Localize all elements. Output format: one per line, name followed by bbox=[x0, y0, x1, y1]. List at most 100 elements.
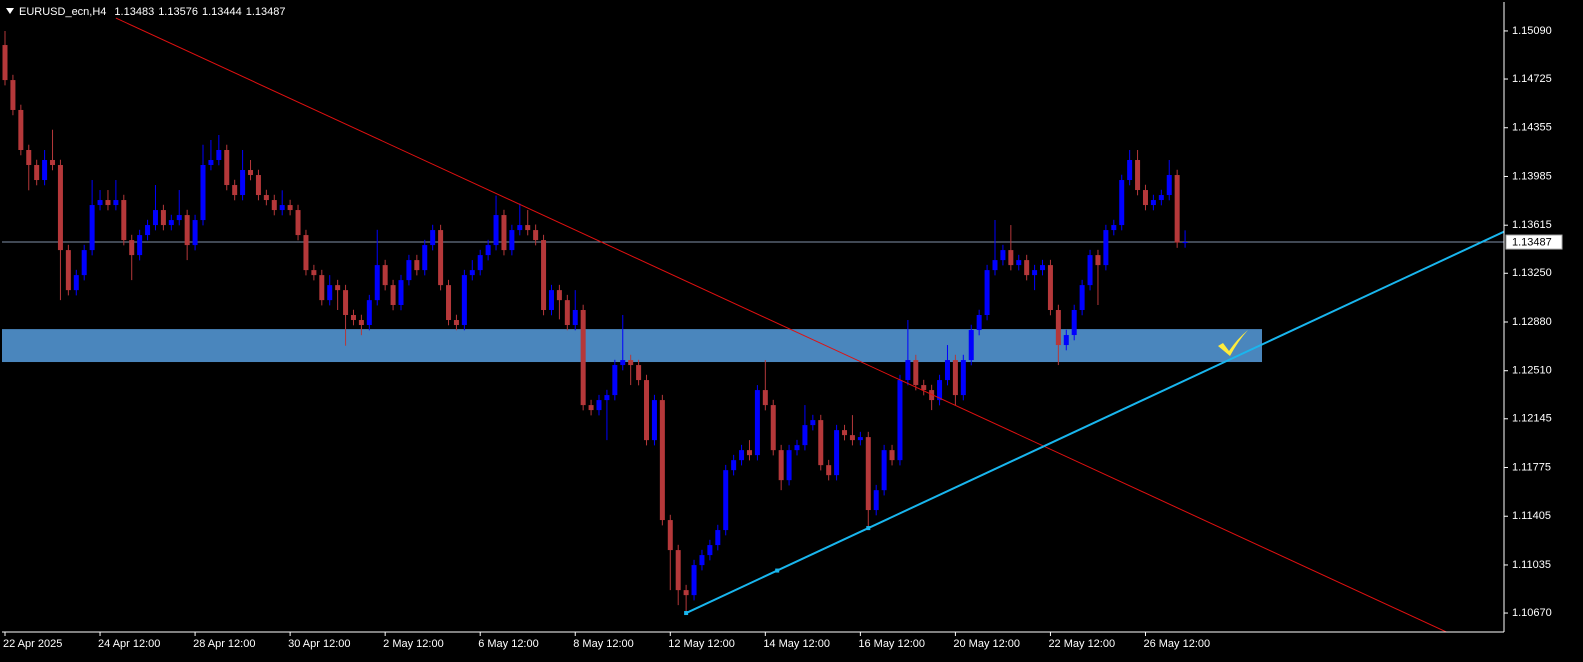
y-tick-label: 1.12145 bbox=[1512, 413, 1552, 425]
candle-body bbox=[849, 435, 855, 441]
candle-body bbox=[50, 160, 56, 166]
candle-body bbox=[1174, 175, 1180, 243]
x-tick-label: 16 May 12:00 bbox=[858, 638, 925, 650]
candle-body bbox=[572, 310, 578, 326]
candle-body bbox=[469, 270, 475, 276]
candle-body bbox=[73, 275, 79, 291]
candle-body bbox=[604, 395, 610, 401]
y-tick-label: 1.11405 bbox=[1512, 510, 1551, 522]
candle-body bbox=[438, 230, 444, 286]
candle-body bbox=[834, 430, 840, 476]
candle-body bbox=[1040, 265, 1046, 271]
candle-body bbox=[541, 240, 547, 311]
candle-body bbox=[1095, 255, 1101, 266]
candle-body bbox=[42, 160, 48, 181]
trendline-anchor bbox=[866, 526, 871, 531]
candle-body bbox=[2, 45, 8, 81]
candle-body bbox=[1142, 190, 1148, 206]
candle-body bbox=[97, 200, 103, 206]
candle-body bbox=[1047, 265, 1053, 311]
y-tick-label: 1.13985 bbox=[1512, 170, 1552, 182]
candle-body bbox=[1150, 200, 1156, 206]
trendline bbox=[685, 230, 1504, 614]
candle-body bbox=[881, 450, 887, 491]
x-tick-label: 8 May 12:00 bbox=[573, 638, 634, 650]
x-tick-label: 20 May 12:00 bbox=[953, 638, 1020, 650]
candle-body bbox=[311, 270, 317, 276]
candle-body bbox=[390, 285, 396, 306]
candle-body bbox=[57, 165, 63, 251]
candle-body bbox=[865, 437, 871, 511]
candle-body bbox=[335, 285, 341, 291]
y-tick-label: 1.13615 bbox=[1512, 219, 1552, 231]
candle-body bbox=[224, 149, 230, 186]
candle-body bbox=[929, 390, 935, 401]
close-value: 1.13487 bbox=[246, 6, 286, 18]
candle-body bbox=[802, 425, 808, 446]
current-price-label: 1.13487 bbox=[1512, 236, 1552, 248]
y-tick-label: 1.13250 bbox=[1512, 267, 1552, 279]
candle-body bbox=[255, 175, 261, 196]
y-tick-label: 1.12510 bbox=[1512, 365, 1552, 377]
candle-body bbox=[667, 520, 673, 551]
candle-body bbox=[81, 250, 87, 276]
candle-body bbox=[794, 445, 800, 451]
candle-body bbox=[240, 170, 246, 196]
candle-body bbox=[176, 215, 182, 221]
candle-body bbox=[398, 280, 404, 306]
candle-body bbox=[960, 360, 966, 396]
candle-body bbox=[1024, 260, 1030, 276]
candle-body bbox=[525, 225, 531, 231]
candle-body bbox=[857, 437, 863, 441]
candle-body bbox=[430, 230, 436, 246]
candle-body bbox=[976, 315, 982, 331]
x-tick-label: 22 Apr 2025 bbox=[3, 638, 62, 650]
candle-body bbox=[208, 160, 214, 166]
candle-body bbox=[556, 290, 562, 301]
candle-body bbox=[770, 405, 776, 451]
candle-body bbox=[295, 210, 301, 236]
candle-body bbox=[232, 185, 238, 196]
plot-area bbox=[2, 17, 1504, 632]
candle-body bbox=[612, 365, 618, 396]
candle-body bbox=[580, 310, 586, 406]
candle-body bbox=[366, 300, 372, 326]
candle-body bbox=[1135, 160, 1141, 191]
candle-body bbox=[1103, 230, 1109, 266]
candle-body bbox=[113, 200, 119, 206]
candle-body bbox=[1063, 335, 1069, 346]
candle-body bbox=[18, 109, 24, 150]
candle-body bbox=[1182, 242, 1188, 244]
candle-body bbox=[810, 420, 816, 426]
candle-body bbox=[343, 290, 349, 316]
candle-body bbox=[501, 215, 507, 251]
menu-arrow bbox=[6, 8, 14, 14]
candle-body bbox=[453, 320, 459, 326]
y-tick-label: 1.15090 bbox=[1512, 25, 1552, 37]
x-tick-label: 2 May 12:00 bbox=[383, 638, 444, 650]
candle-body bbox=[636, 365, 642, 381]
candle-body bbox=[382, 265, 388, 286]
x-tick-label: 22 May 12:00 bbox=[1048, 638, 1115, 650]
high-value: 1.13576 bbox=[158, 6, 198, 18]
candle-body bbox=[129, 240, 135, 256]
candle-body bbox=[89, 205, 95, 251]
candle-body bbox=[905, 360, 911, 381]
trendline-midpoint bbox=[775, 568, 780, 573]
candle-body bbox=[319, 275, 325, 301]
candle-body bbox=[414, 260, 420, 271]
candle-body bbox=[715, 530, 721, 546]
symbol: EURUSD_ecn,H4 bbox=[19, 6, 106, 18]
candle-body bbox=[739, 450, 745, 461]
y-tick-label: 1.11035 bbox=[1512, 559, 1551, 571]
current-price-box bbox=[1505, 234, 1563, 250]
candle-body bbox=[818, 420, 824, 466]
candle-body bbox=[1158, 195, 1164, 201]
candle-body bbox=[1032, 270, 1038, 276]
candle-body bbox=[105, 200, 111, 206]
candle-body bbox=[152, 210, 158, 226]
candle-body bbox=[1166, 175, 1172, 196]
candle-body bbox=[248, 170, 254, 176]
